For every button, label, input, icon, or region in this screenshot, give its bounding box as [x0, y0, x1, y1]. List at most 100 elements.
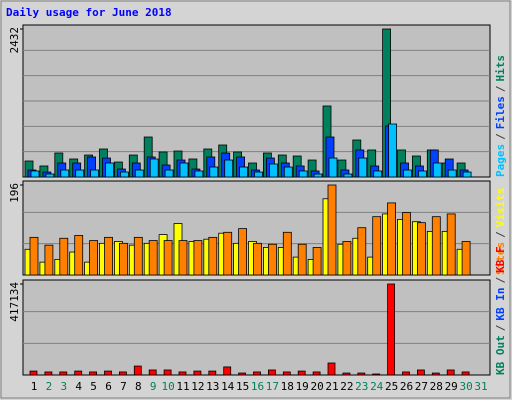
bar: [45, 173, 55, 178]
bar: [357, 227, 367, 276]
bar: [30, 170, 40, 178]
bar: [267, 369, 276, 376]
x-tick-label: 9: [150, 380, 157, 393]
bar: [253, 242, 262, 276]
x-tick-label: 12: [191, 380, 204, 393]
bar: [312, 247, 322, 276]
bar: [312, 371, 321, 376]
x-tick-label: 26: [400, 380, 413, 393]
y-tick-label: 417134: [8, 282, 21, 322]
x-tick-label: 17: [266, 380, 279, 393]
bar: [431, 216, 441, 276]
x-tick-label: 23: [355, 380, 368, 393]
bar: [343, 173, 353, 178]
x-tick-label: 7: [120, 380, 127, 393]
x-tick-label: 6: [105, 380, 112, 393]
bar: [163, 369, 172, 376]
bar: [327, 362, 336, 376]
x-tick-label: 15: [236, 380, 249, 393]
bar: [134, 169, 144, 178]
bar: [178, 240, 188, 276]
bar: [431, 372, 440, 376]
bar: [447, 169, 457, 178]
bar: [120, 171, 129, 178]
bar: [224, 159, 234, 178]
bar: [357, 372, 366, 376]
x-tick-label: 27: [415, 380, 428, 393]
x-tick-label: 29: [445, 380, 458, 393]
bar: [75, 169, 85, 178]
x-tick-label: 4: [75, 380, 82, 393]
bar: [193, 370, 202, 376]
x-tick-label: 5: [90, 380, 97, 393]
x-tick-label: 24: [370, 380, 384, 393]
bar: [223, 366, 232, 376]
bar: [238, 372, 247, 376]
bar: [298, 170, 308, 178]
bar: [149, 158, 159, 178]
x-tick-label: 1: [31, 380, 38, 393]
bar: [282, 371, 291, 376]
legend-entry: Sites: [494, 242, 507, 275]
x-tick-label: 18: [281, 380, 294, 393]
bar: [402, 371, 410, 376]
bar: [253, 371, 261, 376]
legend-separator: /: [494, 231, 507, 238]
legend: Sites / Visits: [494, 188, 507, 276]
bar: [90, 169, 99, 178]
bar: [148, 240, 158, 276]
legend: Pages / Files / Hits: [494, 55, 507, 177]
bar: [461, 371, 470, 376]
bar: [372, 373, 381, 376]
bar: [313, 173, 323, 178]
bar: [29, 370, 38, 376]
bar: [387, 202, 397, 276]
bar: [179, 162, 189, 178]
bar: [416, 369, 425, 376]
bar: [60, 169, 70, 178]
chart-title: Daily usage for June 2018: [6, 6, 172, 19]
legend-entry: KB Out: [494, 335, 507, 375]
x-tick-label: 28: [430, 380, 443, 393]
bar: [387, 283, 396, 376]
bar: [178, 371, 187, 376]
bar: [238, 228, 248, 276]
x-tick-label: 8: [135, 380, 142, 393]
bar: [417, 170, 427, 178]
x-tick-label: 25: [385, 380, 398, 393]
bar: [403, 169, 412, 178]
bar: [164, 169, 174, 178]
bar: [432, 162, 442, 178]
legend-entry: Files: [494, 96, 507, 129]
x-tick-label: 20: [310, 380, 323, 393]
bar: [462, 171, 472, 178]
x-tick-label: 11: [176, 380, 189, 393]
bar: [119, 242, 128, 276]
bar: [29, 236, 39, 276]
bar: [358, 157, 368, 178]
bar: [267, 243, 277, 276]
y-tick-label: 2432: [8, 27, 21, 54]
bar: [163, 240, 173, 276]
bar: [148, 369, 157, 376]
bar: [74, 370, 83, 376]
x-tick-label: 10: [161, 380, 174, 393]
bar: [328, 157, 338, 178]
bar: [297, 370, 306, 376]
bar: [388, 123, 398, 178]
x-tick-label: 30: [459, 380, 472, 393]
legend-entry: Pages: [494, 144, 507, 177]
bar: [268, 163, 278, 178]
bar: [194, 170, 204, 178]
bar: [297, 243, 307, 276]
legend-separator: /: [494, 324, 507, 331]
bar: [59, 237, 69, 276]
legend-entry: KB In: [494, 288, 507, 321]
y-tick-label: 196: [8, 183, 21, 203]
bar: [44, 244, 54, 276]
bar: [342, 241, 352, 276]
bar: [104, 370, 112, 376]
bar: [239, 166, 249, 178]
